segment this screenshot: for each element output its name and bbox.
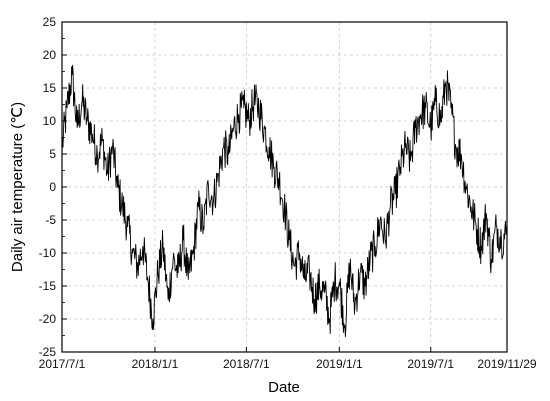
x-tick-label: 2018/7/1	[223, 357, 270, 371]
x-tick-label: 2017/7/1	[39, 357, 86, 371]
x-tick-label: 2019/7/1	[407, 357, 454, 371]
grid-lines	[62, 22, 507, 352]
x-axis-ticks: 2017/7/1 2018/1/1 2018/7/1 2019/1/1 2019/7/1…	[39, 347, 537, 371]
x-tick-label: 2019/1/1	[316, 357, 363, 371]
y-tick-label: 10	[43, 114, 57, 128]
x-tick-label: 2018/1/1	[132, 357, 179, 371]
y-tick-label: 15	[43, 81, 57, 95]
y-tick-label: -5	[45, 213, 56, 227]
x-tick-label: 2019/11/29	[477, 357, 536, 371]
y-tick-label: -15	[39, 279, 57, 293]
y-tick-label: -25	[39, 345, 57, 359]
x-axis-title: Date	[268, 379, 300, 396]
y-axis-title: Daily air temperature (℃)	[9, 102, 26, 272]
y-tick-label: 20	[43, 48, 57, 62]
y-tick-label: 0	[49, 180, 56, 194]
y-tick-label: -20	[39, 312, 57, 326]
y-tick-label: 25	[43, 15, 57, 29]
y-tick-label: 5	[49, 147, 56, 161]
series-line	[61, 64, 508, 338]
y-axis-ticks: 25 20 15 10 5 0 -5 -10 -15 -20 -25	[39, 15, 67, 359]
y-tick-label: -10	[39, 246, 57, 260]
